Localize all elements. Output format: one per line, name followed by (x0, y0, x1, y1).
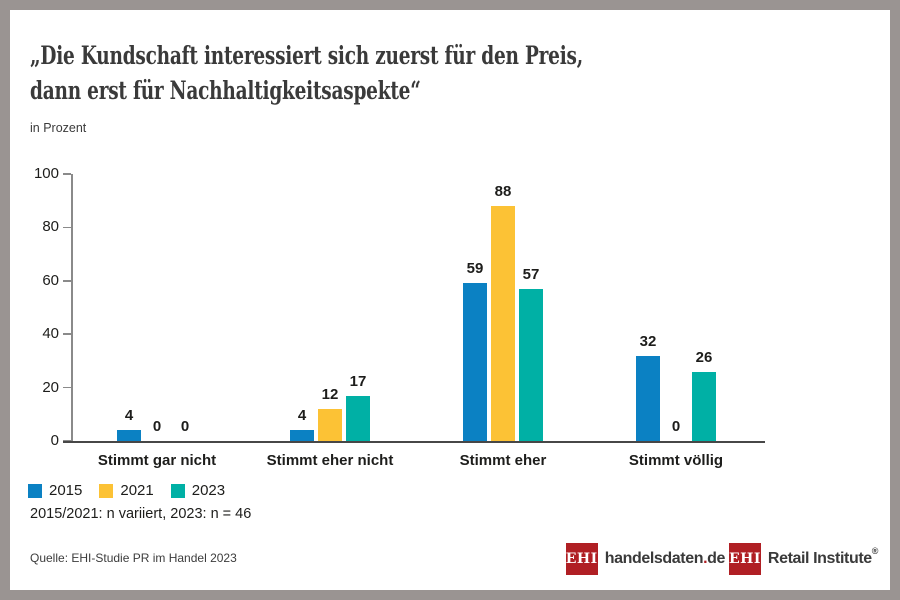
y-axis-tick (63, 173, 71, 175)
logo-retail-institute: EHI Retail Institute® (728, 543, 878, 575)
y-axis-tick-label: 0 (50, 432, 59, 449)
x-axis-line (63, 441, 765, 443)
chart-title-line2: dann erst für Nachhaltigkeitsaspekte“ (30, 76, 421, 105)
category-label: Stimmt eher (459, 452, 547, 469)
legend-item-2015: 2015 (28, 482, 82, 499)
logo-handelsdaten: EHI handelsdaten.de (565, 543, 726, 575)
ehi-badge-icon: EHI (728, 543, 761, 575)
chart-title: „Die Kundschaft interessiert sich zuerst… (30, 38, 583, 108)
y-axis-tick (63, 280, 71, 282)
value-label: 4 (124, 407, 134, 425)
category-label: Stimmt völlig (628, 452, 724, 469)
logo-handelsdaten-text: handelsdaten.de (604, 550, 726, 568)
legend-swatch-icon (28, 483, 42, 498)
value-label: 17 (349, 372, 367, 390)
bar-2015-stimmt-gar-nicht (117, 430, 141, 441)
y-axis-tick-label: 20 (42, 378, 59, 396)
ehi-badge-icon: EHI (565, 543, 598, 575)
category-label: Stimmt gar nicht (97, 452, 217, 469)
y-axis-tick-label: 40 (42, 325, 59, 343)
bar-2023-stimmt-völlig (692, 371, 716, 441)
bar-2015-stimmt-eher-nicht (290, 430, 314, 441)
legend: 2015 2021 2023 (28, 482, 225, 499)
registered-trademark-icon: ® (871, 546, 879, 556)
y-axis-tick (63, 226, 71, 229)
logo-handelsdaten-main: handelsdaten (604, 550, 704, 567)
logo-retail-institute-label: Retail Institute (767, 550, 872, 567)
y-axis-line (71, 174, 73, 441)
value-label: 59 (466, 260, 484, 278)
y-axis-tick-label: 100 (33, 165, 59, 182)
legend-item-2023: 2023 (170, 482, 226, 499)
legend-swatch-icon (170, 483, 185, 498)
sample-footnote: 2015/2021: n variiert, 2023: n = 46 (30, 506, 252, 522)
bar-2021-stimmt-eher-nicht (318, 408, 342, 441)
value-label: 0 (152, 418, 162, 435)
y-axis-tick-label: 80 (42, 218, 59, 236)
y-axis-tick-label: 60 (42, 271, 59, 289)
value-label: 12 (321, 385, 339, 403)
legend-label: 2021 (120, 482, 154, 499)
y-axis-tick (63, 333, 71, 335)
legend-label: 2015 (49, 482, 83, 499)
unit-label: in Prozent (30, 121, 87, 135)
value-label: 26 (695, 348, 713, 366)
legend-swatch-icon (99, 483, 114, 498)
chart-canvas: „Die Kundschaft interessiert sich zuerst… (10, 10, 890, 590)
bar-2023-stimmt-eher-nicht (346, 395, 370, 441)
category-label: Stimmt eher nicht (266, 452, 394, 469)
bar-2015-stimmt-völlig (636, 355, 660, 441)
value-label: 0 (180, 418, 190, 435)
value-label: 88 (494, 183, 512, 201)
legend-label: 2023 (191, 482, 226, 499)
legend-item-2021: 2021 (99, 482, 154, 499)
bar-2023-stimmt-eher (519, 288, 543, 441)
value-label: 57 (522, 265, 540, 283)
logo-retail-institute-text: Retail Institute® (767, 546, 878, 568)
source-note: Quelle: EHI-Studie PR im Handel 2023 (30, 551, 237, 565)
value-label: 0 (671, 418, 681, 435)
bar-2021-stimmt-eher (491, 206, 515, 441)
logo-handelsdaten-dot: . (703, 550, 708, 567)
logo-handelsdaten-tld: de (707, 550, 725, 567)
value-label: 32 (639, 332, 657, 350)
bar-2015-stimmt-eher (463, 283, 487, 441)
value-label: 4 (297, 407, 307, 425)
chart-title-line1: „Die Kundschaft interessiert sich zuerst… (30, 41, 583, 70)
y-axis-tick (63, 386, 71, 389)
